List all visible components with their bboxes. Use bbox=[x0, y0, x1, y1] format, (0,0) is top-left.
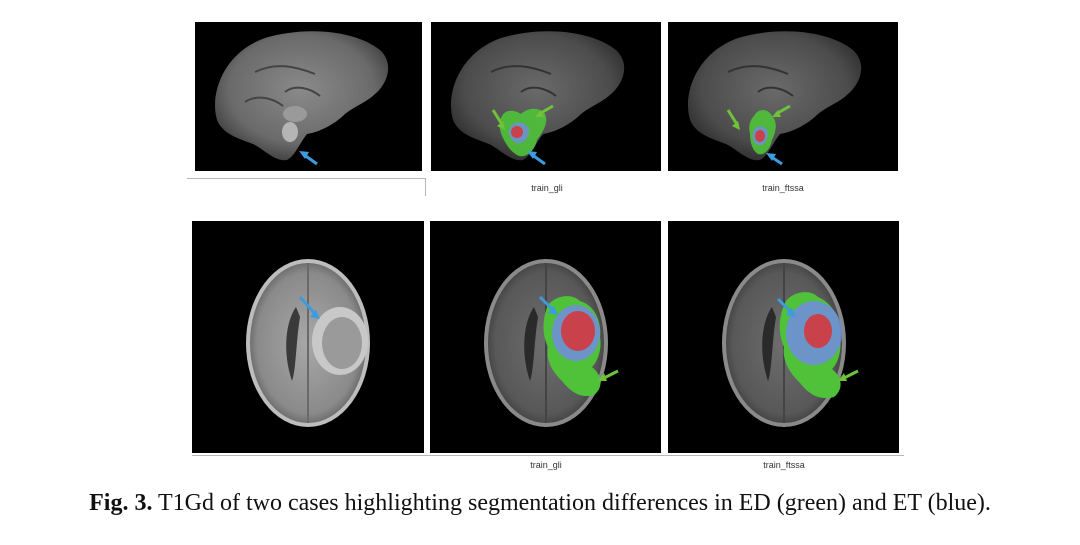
panel-label-train-gli: train_gli bbox=[531, 183, 563, 193]
green-arrow-icon bbox=[598, 369, 619, 381]
blue-arrow-icon bbox=[766, 153, 783, 166]
row1-mri-train-ftssa bbox=[668, 22, 898, 171]
blue-arrow-icon bbox=[538, 295, 558, 315]
row2-mri-original bbox=[192, 221, 424, 453]
blue-arrow-icon bbox=[527, 151, 546, 166]
panel-label-train-ftssa: train_ftssa bbox=[762, 183, 804, 193]
divider-line bbox=[192, 455, 904, 456]
sagittal-brain-segmentation-image bbox=[451, 31, 625, 166]
green-arrow-icon bbox=[772, 104, 791, 117]
divider-line bbox=[425, 178, 426, 196]
blue-arrow-icon bbox=[776, 297, 796, 317]
row2-mri-train-ftssa bbox=[668, 221, 899, 453]
sagittal-brain-segmentation-image bbox=[688, 31, 862, 166]
blue-arrow-icon bbox=[299, 151, 318, 166]
core-region bbox=[511, 126, 523, 138]
blue-arrow-icon bbox=[298, 296, 320, 319]
caption-text: T1Gd of two cases highlighting segmentat… bbox=[158, 490, 991, 516]
axial-brain-image bbox=[246, 259, 370, 427]
figure-caption: Fig. 3. T1Gd of two cases highlighting s… bbox=[0, 490, 1080, 517]
row1-mri-train-gli bbox=[431, 22, 661, 171]
caption-label: Fig. 3. bbox=[89, 490, 153, 516]
axial-brain-segmentation-image bbox=[722, 259, 859, 427]
panel-label-train-gli: train_gli bbox=[530, 460, 562, 470]
core-region bbox=[804, 314, 832, 348]
divider-line bbox=[187, 178, 425, 179]
green-arrow-icon bbox=[838, 369, 859, 381]
sagittal-brain-image bbox=[215, 31, 389, 166]
green-arrow-icon bbox=[726, 109, 740, 130]
green-arrow-icon bbox=[535, 104, 554, 117]
core-region bbox=[561, 311, 595, 351]
panel-label-train-ftssa: train_ftssa bbox=[763, 460, 805, 470]
core-region bbox=[755, 130, 765, 142]
row2-mri-train-gli bbox=[430, 221, 661, 453]
axial-brain-segmentation-image bbox=[484, 259, 619, 427]
row1-mri-original bbox=[195, 22, 422, 171]
green-arrow-icon bbox=[491, 109, 505, 130]
